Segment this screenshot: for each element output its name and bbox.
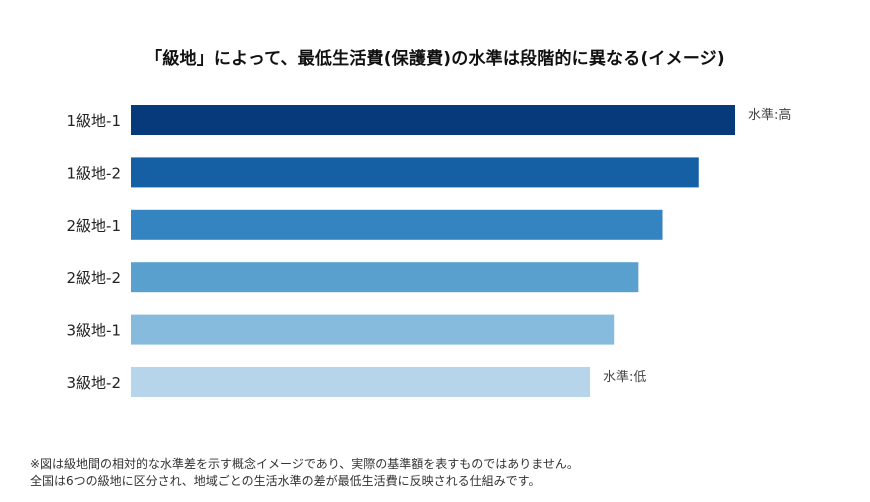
footnotes: ※図は級地間の相対的な水準差を示す概念イメージであり、実際の基準額を表すものでは… (30, 456, 579, 490)
category-label-1: 1級地-1 (67, 112, 122, 130)
bar-4 (131, 262, 639, 293)
category-label-5: 3級地-1 (67, 322, 122, 340)
bar-3 (131, 209, 663, 240)
level-annotation-6: 水準:低 (603, 369, 646, 385)
bar-chart: 1級地-1 水準:高 1級地-2 2級地-1 2級地-2 3級地-1 3級地-2 水準:低 (67, 105, 791, 397)
footnote-line-1: ※図は級地間の相対的な水準差を示す概念イメージであり、実際の基準額を表すものでは… (30, 457, 579, 471)
footnote-line-2: 全国は6つの級地に区分され、地域ごとの生活水準の差が最低生活費に反映される仕組み… (30, 474, 541, 488)
level-annotation-1: 水準:高 (748, 107, 791, 123)
chart-title: 「級地」によって、最低生活費(保護費)の水準は段階的に異なる(イメージ) (145, 49, 725, 69)
category-label-2: 1級地-2 (67, 164, 122, 182)
bar-5 (131, 314, 615, 345)
bar-1 (131, 105, 735, 135)
category-label-4: 2級地-2 (67, 269, 122, 287)
bar-2 (131, 157, 699, 188)
category-label-6: 3級地-2 (67, 374, 122, 392)
bar-6 (131, 367, 591, 397)
category-label-3: 2級地-1 (67, 217, 122, 235)
